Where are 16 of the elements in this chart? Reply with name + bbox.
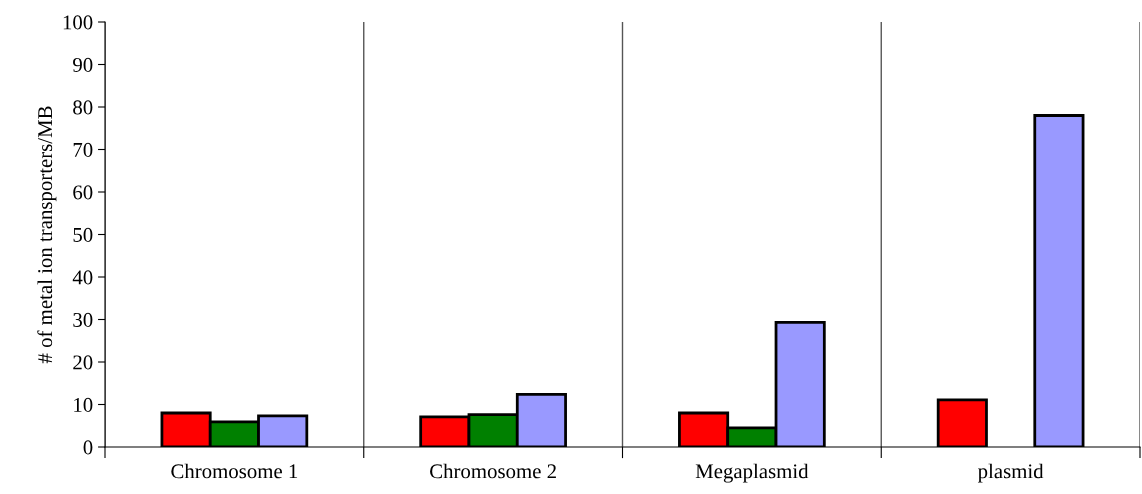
x-tick-label: Chromosome 2 xyxy=(430,463,556,479)
x-tick-label: Chromosome 1 xyxy=(171,463,298,479)
y-axis-title: # of metal ion transporters/MB xyxy=(37,106,57,364)
y-tick-label: 100 xyxy=(63,15,93,30)
y-tick-label: 20 xyxy=(73,355,93,370)
y-tick-label: 40 xyxy=(72,270,93,285)
x-tick-label: plasmid xyxy=(977,463,1044,483)
y-tick-label: 80 xyxy=(73,100,93,115)
y-tick-label: 30 xyxy=(73,312,93,327)
y-tick-label: 10 xyxy=(74,397,93,412)
y-tick-label: 60 xyxy=(73,185,93,200)
y-tick-label: 90 xyxy=(73,57,93,72)
x-tick-label: Megaplasmid xyxy=(695,463,809,483)
y-tick-label: 70 xyxy=(73,142,93,157)
y-tick-label: 50 xyxy=(73,227,93,242)
y-tick-label: 0 xyxy=(83,440,93,455)
